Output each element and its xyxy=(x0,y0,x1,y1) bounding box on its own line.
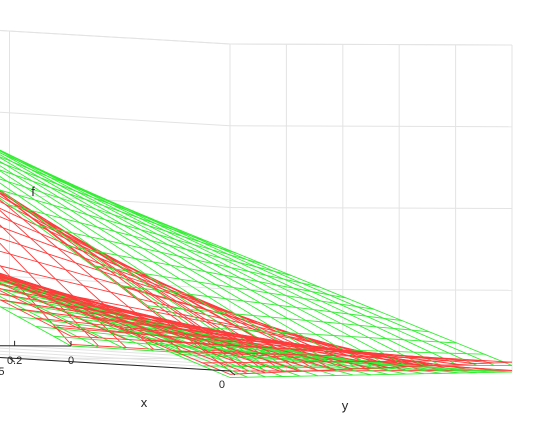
y-tick-label: 0.2 xyxy=(7,355,22,367)
box-edge xyxy=(0,29,231,45)
mesh-line xyxy=(0,299,72,337)
x-axis-label: x xyxy=(141,395,148,410)
mesh-line xyxy=(0,281,154,352)
mesh-line xyxy=(0,175,284,367)
mesh-line xyxy=(0,278,336,376)
mesh-line xyxy=(0,264,72,345)
mesh-line xyxy=(0,190,248,372)
mesh-line xyxy=(0,162,182,232)
mesh-line xyxy=(0,197,231,367)
mesh-line xyxy=(0,275,248,374)
x-tick xyxy=(9,357,15,363)
surface-4 xyxy=(0,272,513,375)
surface-1 xyxy=(0,189,513,372)
x-tick xyxy=(229,370,236,376)
mesh-layer xyxy=(0,149,513,378)
mesh-line xyxy=(0,189,266,372)
x-tick-label: 0.5 xyxy=(0,366,5,378)
mesh-line xyxy=(0,278,231,375)
mesh-line xyxy=(0,276,354,370)
mesh-line xyxy=(0,169,209,243)
mesh-line xyxy=(0,275,266,378)
mesh-line xyxy=(0,273,319,371)
z-gridline xyxy=(229,288,513,291)
y-axis-label: y xyxy=(342,398,349,413)
mesh-line xyxy=(0,276,248,378)
z-gridline xyxy=(229,207,513,209)
y-axis-line xyxy=(0,345,72,347)
mesh-line xyxy=(0,273,284,373)
z-gridline xyxy=(229,43,513,46)
mesh-line xyxy=(0,272,301,372)
mesh-line xyxy=(0,296,99,349)
mesh-line xyxy=(0,192,301,372)
z-gridline xyxy=(229,125,513,128)
z-gridline xyxy=(0,111,231,127)
mesh-line xyxy=(0,182,266,367)
mesh-line xyxy=(0,189,248,367)
mesh-line xyxy=(0,279,231,378)
tick-layer: 00.511.5200.5100.20.40.60.81 xyxy=(0,340,236,391)
x-tick-label: 0 xyxy=(219,379,225,391)
z-axis-label: f xyxy=(31,184,35,199)
mesh-line xyxy=(0,157,354,367)
mesh-line xyxy=(0,290,99,339)
z-gridline xyxy=(0,29,231,45)
mesh-line xyxy=(0,193,231,372)
mesh-line xyxy=(0,160,337,367)
mesh-line xyxy=(0,149,72,187)
mesh-line xyxy=(0,170,301,367)
mesh-line xyxy=(0,274,336,371)
mesh-line xyxy=(0,178,237,254)
mesh-line xyxy=(0,165,319,367)
mesh-line xyxy=(0,154,372,367)
mesh-line xyxy=(0,282,127,340)
mesh-line xyxy=(0,150,99,198)
mesh-line xyxy=(0,189,265,265)
mesh-line xyxy=(0,277,154,342)
mesh-line xyxy=(0,274,266,374)
mesh-line xyxy=(0,272,209,345)
y-tick-label: 0 xyxy=(68,355,74,367)
surface-2 xyxy=(0,149,513,367)
mesh-line xyxy=(0,156,154,220)
mesh-line xyxy=(0,306,72,347)
mesh-line xyxy=(0,287,127,350)
